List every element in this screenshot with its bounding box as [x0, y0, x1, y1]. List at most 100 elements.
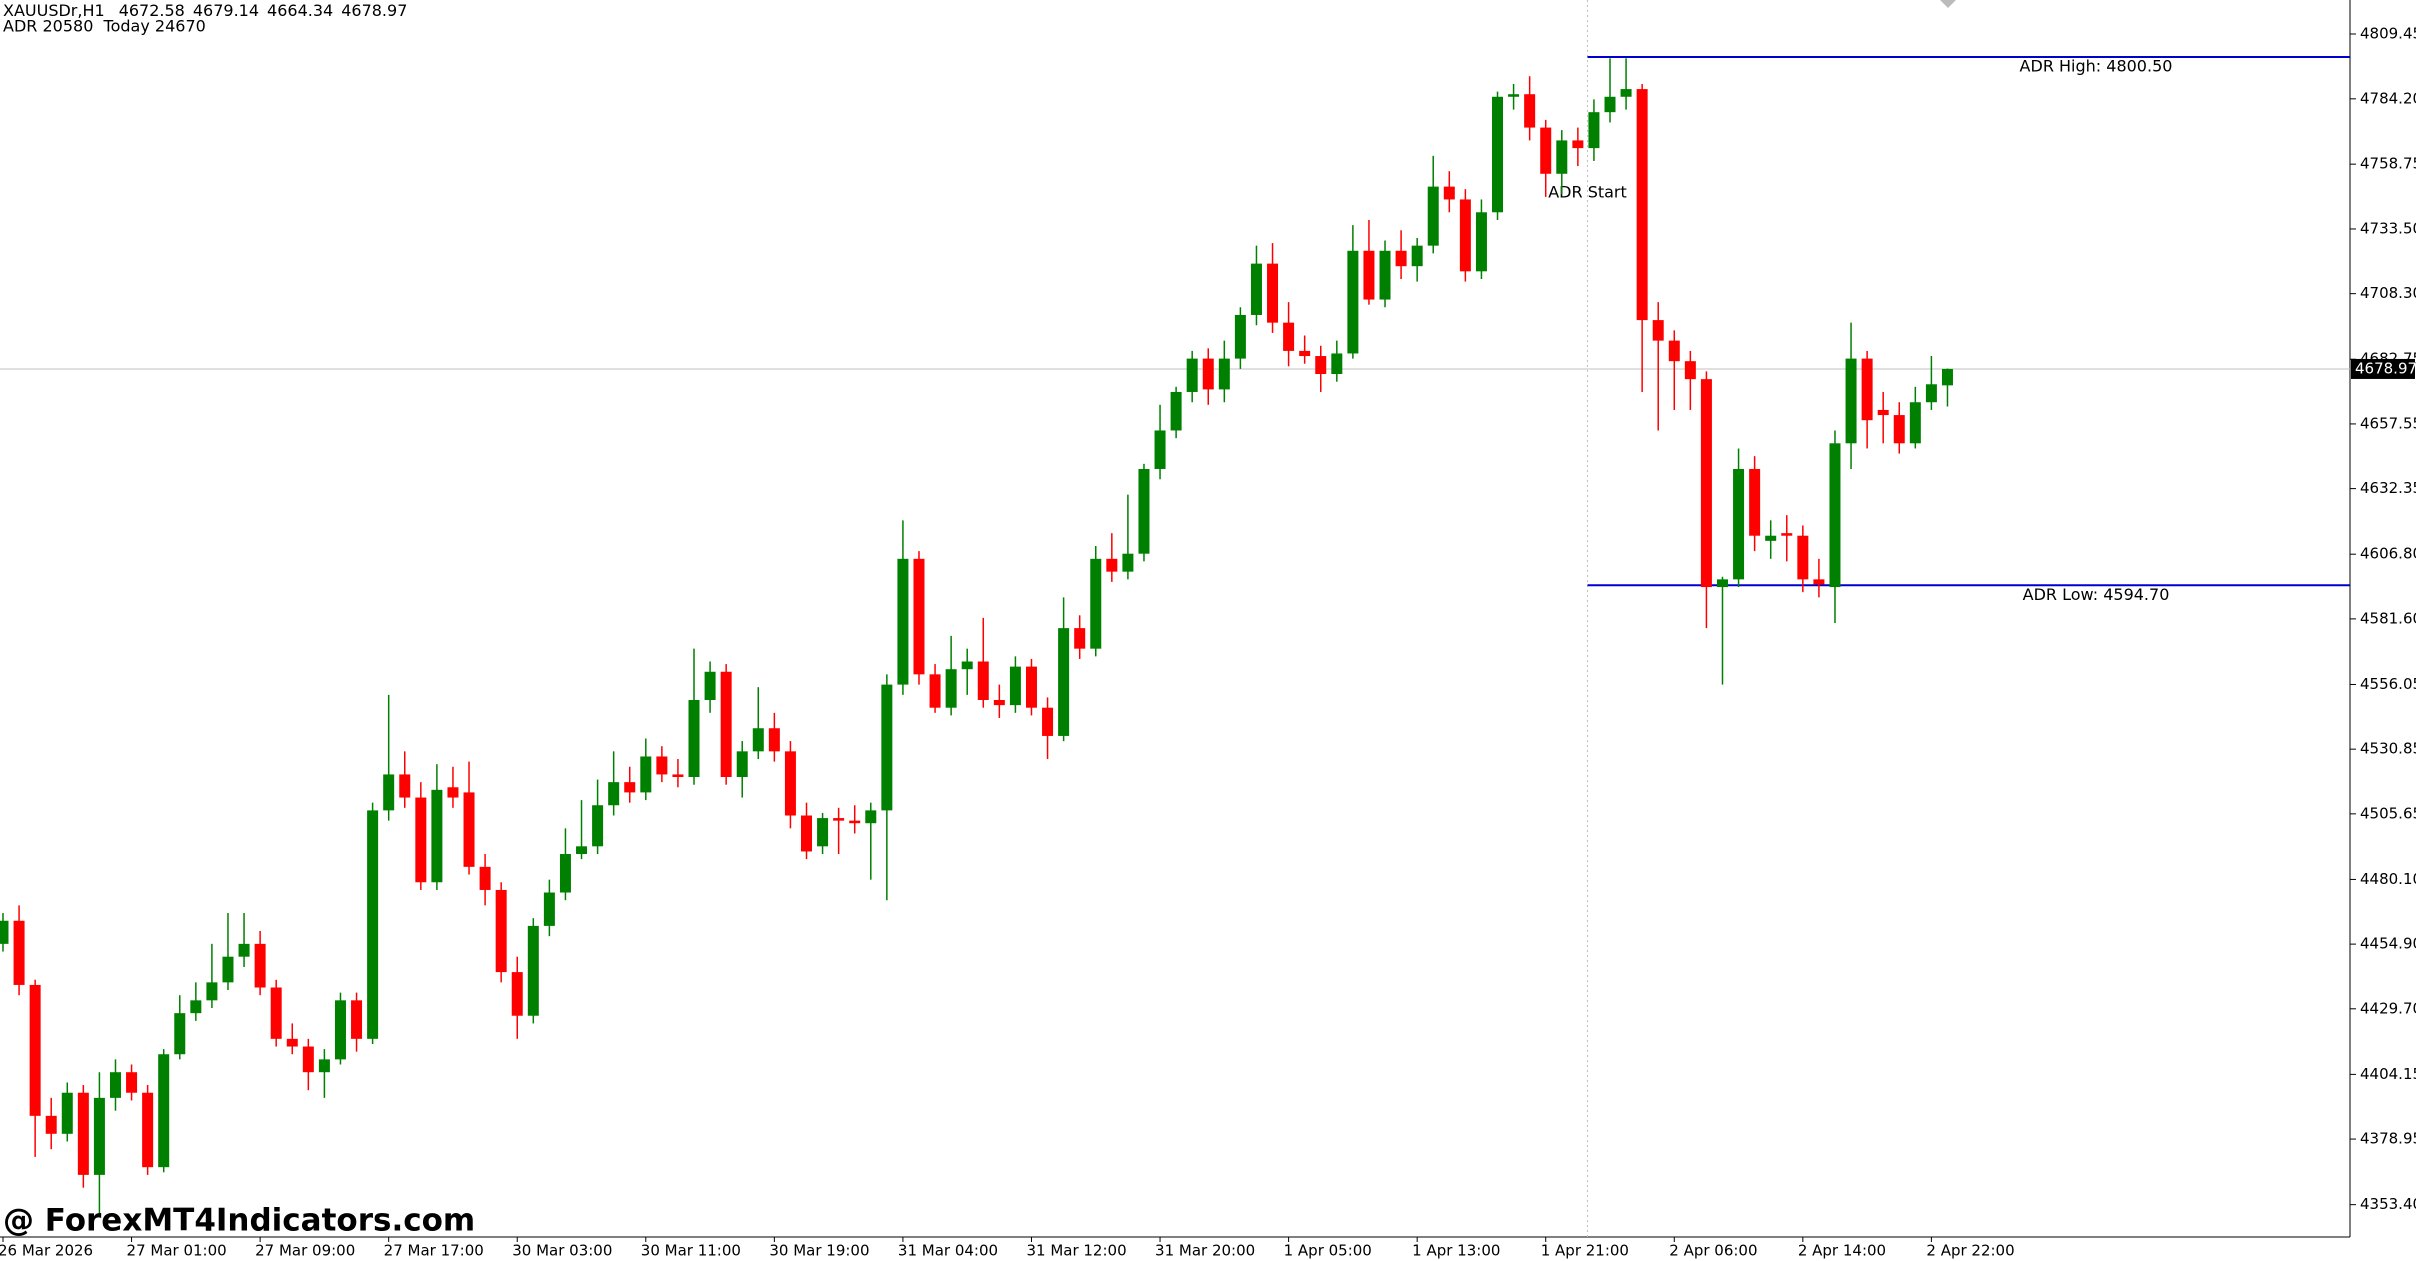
- candle-body: [1218, 358, 1230, 390]
- adr-label: ADR Low: 4594.70: [2023, 585, 2170, 604]
- y-tick-label: 4606.80: [2360, 545, 2416, 563]
- candle-body: [1443, 186, 1455, 200]
- candle-body: [897, 558, 909, 685]
- candle-body: [704, 671, 716, 700]
- candle-body: [1186, 358, 1198, 392]
- candle-body: [945, 669, 957, 708]
- candle-body: [1234, 314, 1246, 359]
- y-tick-label: 4556.05: [2360, 675, 2416, 693]
- candle-body: [158, 1054, 170, 1168]
- y-tick-label: 4480.10: [2360, 870, 2416, 888]
- candle-body: [833, 818, 845, 821]
- candle-body: [45, 1115, 57, 1134]
- candle-body: [1331, 353, 1343, 375]
- candle-body: [254, 943, 266, 988]
- adr-start-label: ADR Start: [1548, 183, 1627, 202]
- candle-body: [1588, 112, 1600, 149]
- candle-body: [1379, 250, 1391, 300]
- x-tick-label: 31 Mar 12:00: [1026, 1242, 1126, 1260]
- candle-body: [672, 774, 684, 778]
- candle-body: [768, 728, 780, 752]
- candle-body: [1524, 94, 1536, 128]
- candle-body: [1106, 558, 1118, 572]
- candle-body: [624, 782, 636, 793]
- candle-body: [656, 756, 668, 775]
- candle-body: [752, 728, 764, 752]
- candle-body: [817, 818, 829, 847]
- candle-body: [174, 1013, 186, 1055]
- candle-body: [1636, 89, 1648, 321]
- candle-body: [993, 699, 1005, 706]
- candle-body: [1459, 199, 1471, 272]
- y-tick-label: 4758.75: [2360, 155, 2416, 173]
- candle-body: [801, 815, 812, 852]
- x-tick-label: 2 Apr 14:00: [1798, 1242, 1886, 1260]
- y-tick-label: 4378.95: [2360, 1130, 2416, 1148]
- candle-body: [238, 943, 250, 957]
- candle-body: [1025, 666, 1037, 708]
- adr-header: ADR 20580 Today 24670: [3, 17, 206, 36]
- candle-body: [351, 1000, 363, 1039]
- candle-body: [576, 846, 588, 855]
- candle-body: [1138, 468, 1150, 554]
- candle-body: [1090, 558, 1102, 649]
- y-tick-label: 4581.60: [2360, 609, 2416, 627]
- price-label: 4678.97: [2355, 359, 2416, 377]
- x-tick-label: 31 Mar 20:00: [1155, 1242, 1255, 1260]
- candle-body: [318, 1059, 330, 1073]
- candle-body: [1877, 409, 1889, 416]
- candle-body: [511, 972, 523, 1016]
- candle-body: [1411, 245, 1423, 267]
- candle-body: [608, 782, 620, 806]
- y-tick-label: 4733.50: [2360, 219, 2416, 237]
- y-tick-label: 4454.90: [2360, 935, 2416, 953]
- candle-body: [1427, 186, 1439, 246]
- x-tick-label: 26 Mar 2026: [0, 1242, 93, 1260]
- y-tick-label: 4657.55: [2360, 414, 2416, 432]
- candle-body: [190, 1000, 202, 1014]
- candle-body: [302, 1046, 314, 1073]
- candle-body: [415, 797, 427, 883]
- candle-body: [1684, 361, 1696, 380]
- candle-body: [688, 699, 700, 778]
- x-tick-label: 30 Mar 19:00: [769, 1242, 869, 1260]
- candle-body: [0, 920, 9, 944]
- y-tick-label: 4784.20: [2360, 89, 2416, 107]
- x-tick-label: 1 Apr 05:00: [1284, 1242, 1372, 1260]
- candle-body: [1572, 140, 1584, 149]
- candle-body: [1556, 140, 1568, 174]
- candle-body: [543, 892, 555, 926]
- candle-body: [1154, 430, 1166, 469]
- candle-body: [784, 751, 796, 816]
- candle-body: [961, 661, 973, 670]
- x-tick-label: 27 Mar 17:00: [384, 1242, 484, 1260]
- candle-body: [1765, 535, 1777, 541]
- x-tick-label: 27 Mar 09:00: [255, 1242, 355, 1260]
- candle-body: [206, 982, 218, 1001]
- candle-body: [142, 1092, 154, 1168]
- candle-body: [1315, 356, 1327, 375]
- candle-body: [222, 956, 234, 983]
- candle-body: [849, 820, 861, 824]
- x-tick-label: 2 Apr 06:00: [1669, 1242, 1757, 1260]
- header-open: 4672.58: [119, 1, 185, 20]
- candle-body: [1893, 415, 1905, 444]
- candle-body: [1845, 358, 1857, 444]
- candle-body: [1508, 94, 1520, 97]
- candle-body: [1363, 250, 1375, 300]
- y-tick-label: 4632.35: [2360, 479, 2416, 497]
- candle-body: [1813, 579, 1825, 585]
- candle-body: [1395, 250, 1407, 267]
- candle-body: [1009, 666, 1021, 706]
- x-tick-label: 27 Mar 01:00: [127, 1242, 227, 1260]
- price-label-box: [2351, 358, 2415, 379]
- candle-body: [463, 792, 475, 867]
- candle-body: [1716, 579, 1728, 588]
- candle-body: [1620, 89, 1632, 97]
- y-tick-label: 4353.40: [2360, 1195, 2416, 1213]
- candle-body: [1058, 628, 1070, 736]
- candle-body: [736, 751, 748, 778]
- candle-body: [495, 889, 507, 973]
- watermark: @ ForexMT4Indicators.com: [3, 1203, 475, 1239]
